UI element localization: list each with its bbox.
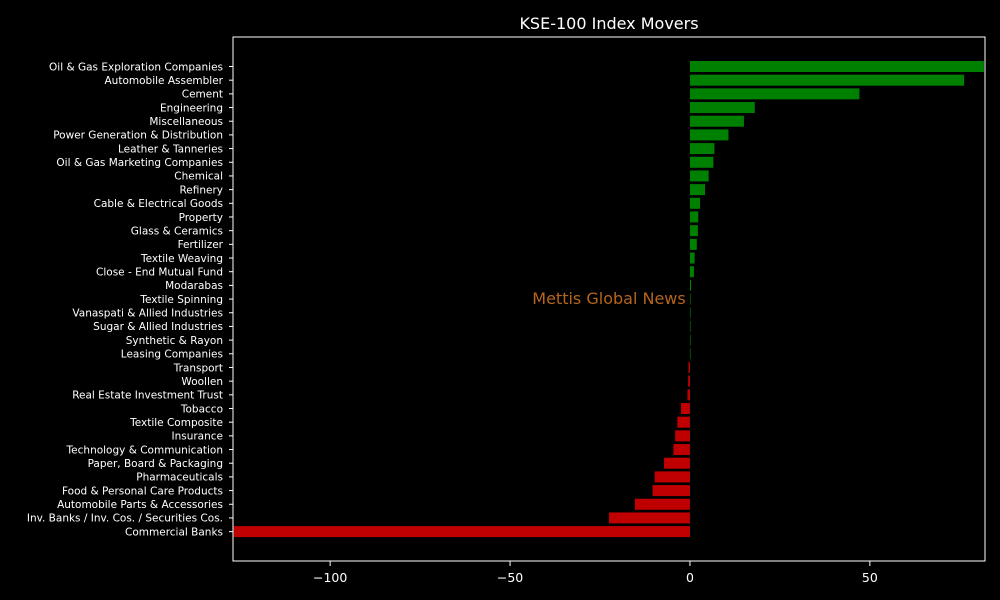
- bar: [689, 170, 709, 182]
- category-label: Engineering: [160, 102, 223, 114]
- x-tick-label: 0: [686, 570, 694, 585]
- category-label: Property: [179, 212, 223, 224]
- category-label: Automobile Assembler: [105, 75, 224, 87]
- bar: [689, 266, 694, 278]
- bar: [689, 74, 965, 86]
- bar: [689, 334, 691, 346]
- x-axis-ticks: −100 −50 0 50: [313, 561, 878, 585]
- bar: [689, 252, 695, 264]
- bar: [689, 238, 697, 250]
- category-label: Paper, Board & Packaging: [88, 458, 223, 470]
- bar: [654, 471, 690, 483]
- category-label: Oil & Gas Exploration Companies: [49, 61, 223, 73]
- category-label: Glass & Ceramics: [131, 225, 223, 237]
- bar: [634, 498, 690, 510]
- category-label: Cement: [182, 89, 223, 101]
- category-label: Power Generation & Distribution: [53, 130, 223, 142]
- bar: [675, 430, 690, 442]
- category-label: Modarabas: [165, 280, 223, 292]
- bar: [233, 526, 690, 538]
- category-label: Textile Weaving: [140, 253, 223, 265]
- category-label: Pharmaceuticals: [136, 472, 223, 484]
- bar: [689, 115, 744, 127]
- category-label: Leather & Tanneries: [118, 143, 223, 155]
- bar: [687, 389, 690, 401]
- bar: [689, 129, 729, 141]
- category-label: Close - End Mutual Fund: [96, 267, 223, 279]
- chart-title: KSE-100 Index Movers: [519, 14, 698, 33]
- bar: [664, 457, 690, 469]
- category-label: Refinery: [179, 184, 223, 196]
- category-label: Transport: [173, 362, 223, 374]
- bar: [689, 156, 714, 168]
- bar: [689, 320, 691, 332]
- bar: [689, 279, 692, 291]
- category-label: Inv. Banks / Inv. Cos. / Securities Cos.: [27, 513, 223, 525]
- category-label: Tobacco: [180, 403, 223, 415]
- category-label: Chemical: [174, 171, 223, 183]
- x-tick-label: 50: [862, 570, 878, 585]
- category-label: Cable & Electrical Goods: [94, 198, 223, 210]
- bar: [689, 348, 691, 360]
- bar: [689, 88, 860, 100]
- bar: [689, 197, 701, 209]
- category-label: Textile Spinning: [139, 294, 223, 306]
- bar: [652, 485, 690, 497]
- bar: [609, 512, 690, 524]
- category-label: Miscellaneous: [149, 116, 223, 128]
- category-label: Woollen: [181, 376, 223, 388]
- bar: [689, 307, 691, 319]
- watermark: Mettis Global News: [532, 289, 685, 308]
- bar: [680, 403, 690, 414]
- bars-group: [233, 61, 984, 538]
- category-label: Commercial Banks: [125, 526, 223, 538]
- bar: [688, 375, 690, 387]
- bar: [689, 61, 984, 72]
- category-label: Food & Personal Care Products: [62, 485, 223, 497]
- bar: [689, 293, 691, 305]
- category-label: Insurance: [171, 431, 223, 443]
- bar: [673, 444, 690, 456]
- bar: [689, 102, 755, 114]
- bar: [689, 225, 698, 237]
- bar: [689, 184, 706, 196]
- bar: [689, 143, 715, 155]
- category-label: Automobile Parts & Accessories: [57, 499, 223, 511]
- category-labels: Oil & Gas Exploration Companies Automobil…: [27, 61, 233, 538]
- category-label: Leasing Companies: [121, 349, 223, 361]
- category-label: Technology & Communication: [66, 444, 223, 456]
- category-label: Vanaspati & Allied Industries: [72, 308, 223, 320]
- category-label: Oil & Gas Marketing Companies: [56, 157, 223, 169]
- x-tick-label: −50: [497, 570, 523, 585]
- x-tick-label: −100: [313, 570, 347, 585]
- category-label: Textile Composite: [129, 417, 223, 429]
- category-label: Fertilizer: [178, 239, 224, 251]
- category-label: Real Estate Investment Trust: [72, 390, 223, 402]
- bar: [677, 416, 690, 428]
- bar: [688, 361, 690, 373]
- category-label: Sugar & Allied Industries: [93, 321, 223, 333]
- category-label: Synthetic & Rayon: [126, 335, 223, 347]
- bar: [689, 211, 699, 223]
